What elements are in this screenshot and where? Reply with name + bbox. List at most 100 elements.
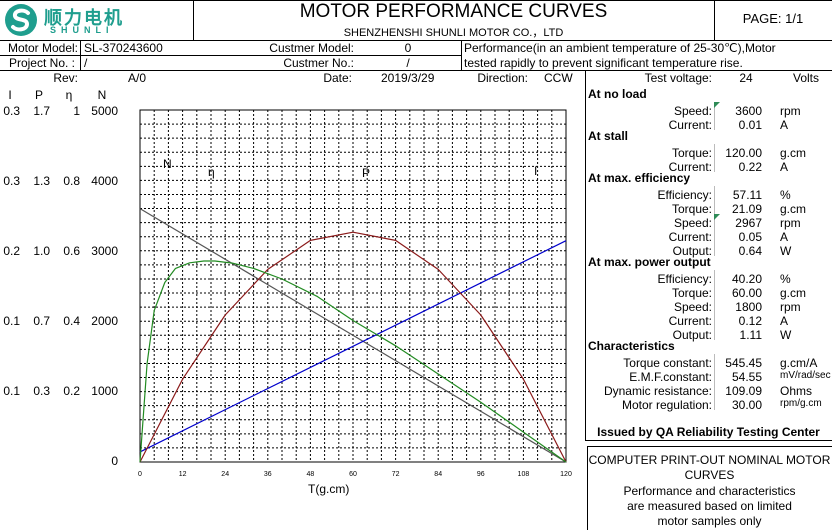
spec-unit: rpm	[780, 300, 801, 314]
spec-value-cell	[714, 102, 778, 116]
spec-value-cell	[714, 368, 778, 382]
series-line-i	[139, 240, 567, 453]
curve-label-n: N	[163, 157, 172, 171]
customer-model-value: 0	[404, 41, 412, 55]
x-tick-label: 12	[179, 471, 187, 478]
x-tick-label: 84	[434, 471, 442, 478]
spec-unit: g.cm	[780, 146, 807, 160]
axis-tick-power: 1.7	[33, 104, 50, 118]
axis-tick-current: 0.1	[3, 314, 20, 328]
axis-tick-power: 1.0	[33, 244, 50, 258]
axis-tick-power: 1.3	[33, 174, 50, 188]
spec-value-cell	[714, 382, 778, 396]
curve-label-p: P	[362, 166, 371, 180]
axis-header-efficiency: η	[65, 88, 73, 102]
axis-header-speed: N	[97, 88, 107, 102]
test-voltage-label: Test voltage:	[644, 71, 712, 85]
x-tick-label: 72	[392, 471, 400, 478]
disclaimer-line-3: Performance and characteristics	[623, 484, 796, 498]
project-no-label: Project No. :	[8, 56, 75, 70]
spec-value: 30.00	[731, 398, 762, 412]
spec-value-cell	[714, 298, 778, 312]
x-tick-label: 24	[221, 471, 229, 478]
spec-unit: %	[780, 272, 791, 286]
direction-label: Direction:	[477, 71, 528, 85]
spec-value-cell	[714, 326, 778, 340]
date-value: 2019/3/29	[381, 71, 435, 85]
company-logo: 顺力电机 SHUNLI	[4, 3, 190, 37]
customer-no-label: Custmer No.:	[283, 56, 354, 70]
page-title: MOTOR PERFORMANCE CURVES	[299, 1, 608, 22]
spec-value: 1.11	[739, 328, 762, 342]
spec-unit: A	[780, 118, 789, 132]
spec-value: 54.55	[731, 370, 762, 384]
spec-label: Output:	[672, 328, 712, 342]
spec-value-cell	[714, 228, 778, 242]
axis-header-power: P	[34, 88, 43, 102]
spec-label: Speed:	[673, 216, 712, 230]
spec-label: Current:	[668, 230, 712, 244]
series-line-n	[139, 208, 567, 463]
company-name: SHENZHENSHI SHUNLI MOTOR CO.，LTD	[343, 27, 564, 39]
disclaimer-line-2: CURVES	[684, 468, 735, 482]
axis-tick-power: 0.7	[33, 314, 50, 328]
spec-unit: A	[780, 230, 789, 244]
axis-tick-current: 0.3	[3, 104, 20, 118]
spec-label: Torque:	[671, 202, 712, 216]
section-title-max-eff: At max. efficiency	[588, 171, 691, 185]
axis-header-current: I	[8, 88, 12, 102]
spec-label: Output:	[672, 244, 712, 258]
axis-tick-efficiency: 1	[73, 104, 80, 118]
x-tick-label: 60	[349, 471, 357, 478]
spec-value: 40.20	[731, 272, 762, 286]
test-voltage-unit: Volts	[793, 71, 820, 85]
axis-tick-efficiency: 0.2	[63, 384, 80, 398]
axis-tick-efficiency: 0.6	[63, 244, 80, 258]
spec-value: 0.05	[738, 230, 762, 244]
spec-unit: mV/rad/sec	[780, 370, 831, 381]
spec-value-cell	[714, 144, 778, 158]
disclaimer-line-5: motor samples only	[657, 514, 762, 528]
x-tick-label: 36	[264, 471, 272, 478]
axis-tick-speed: 3000	[91, 244, 118, 258]
spec-value: 109.09	[725, 384, 762, 398]
cell-comment-marker-icon	[714, 214, 720, 220]
spec-value: 545.45	[725, 356, 762, 370]
series-line-efficiency	[139, 260, 567, 463]
customer-model-label: Custmer Model:	[269, 41, 354, 55]
spec-unit: rpm	[780, 104, 801, 118]
test-voltage-value: 24	[739, 71, 753, 85]
x-tick-label: 48	[307, 471, 315, 478]
x-tick-label: 120	[560, 471, 572, 478]
motor-model-value: SL-370243600	[84, 41, 163, 55]
spec-label: Efficiency:	[657, 188, 712, 202]
spec-label: Motor regulation:	[621, 398, 712, 412]
spec-label: Torque constant:	[623, 356, 712, 370]
plot-frame	[139, 109, 567, 463]
curve-label-eta: η	[208, 165, 215, 179]
spec-unit: g.cm/A	[780, 356, 818, 370]
spec-label: Speed:	[673, 300, 712, 314]
spec-unit: rpm	[780, 216, 801, 230]
x-tick-label: 96	[477, 471, 485, 478]
spec-value: 60.00	[731, 286, 762, 300]
spec-value-cell	[714, 270, 778, 284]
spec-value: 120.00	[725, 146, 762, 160]
motor-model-label: Motor Model:	[7, 41, 78, 55]
spec-value-cell	[714, 200, 778, 214]
performance-note-line-1: Performance(in an ambient temperature of…	[464, 41, 776, 55]
spec-label: Efficiency:	[657, 272, 712, 286]
x-tick-label: 108	[518, 471, 530, 478]
rev-label: Rev:	[53, 71, 78, 85]
section-title-stall: At stall	[588, 129, 629, 143]
spec-label: Current:	[668, 160, 712, 174]
spec-label: Torque:	[671, 146, 712, 160]
spec-label: E.M.F.constant:	[629, 370, 712, 384]
spec-value-cell	[714, 354, 778, 368]
spec-unit: A	[780, 160, 789, 174]
direction-value: CCW	[544, 71, 573, 85]
spec-value-cell	[714, 116, 778, 130]
spec-unit: %	[780, 188, 791, 202]
spec-unit: g.cm	[780, 202, 807, 216]
axis-tick-current: 0.2	[3, 244, 20, 258]
